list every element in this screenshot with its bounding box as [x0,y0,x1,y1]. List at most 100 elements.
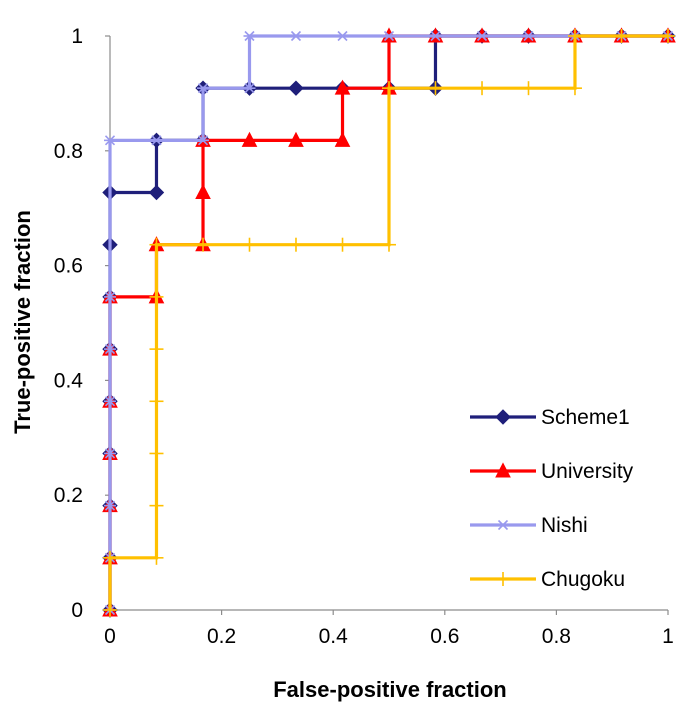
triangle-marker [288,131,304,147]
diamond-marker [495,409,511,425]
series-line-nishi [108,34,668,610]
star-marker-stroke [430,30,441,42]
data-point [149,498,164,513]
data-point [476,30,489,42]
star-marker-stroke [337,30,348,42]
data-point [104,448,116,459]
data-point [383,30,395,42]
series-chugoku [103,29,675,617]
data-point [288,131,304,147]
data-point [243,83,256,94]
triangle-marker [495,462,511,478]
data-point [241,131,258,147]
y-axis-title: True-positive fraction [10,210,35,434]
data-point [197,135,210,146]
diamond-marker [148,184,165,201]
data-point [475,81,490,96]
data-point [103,603,117,617]
y-tick-label: 0.8 [54,140,83,163]
y-tick-label: 0.4 [54,369,84,392]
star-marker-stroke [197,135,209,146]
x-tick-label: 0 [104,625,116,648]
legend-item-university: University [470,460,634,483]
data-point [104,135,116,146]
triangle-marker [334,131,351,147]
data-point [149,550,164,565]
star-marker-stroke [104,344,116,355]
axes: 0 0.2 0.4 0.6 0.8 1 0 0.2 0.4 0.6 0.8 1 [54,25,674,648]
series-line-chugoku [108,34,668,610]
data-point [149,342,164,357]
legend-item-chugoku: Chugoku [470,568,625,591]
y-tick-label: 0 [71,599,83,622]
x-tick-label: 0.8 [542,625,571,648]
star-marker-stroke [151,135,162,146]
data-point [242,237,257,252]
data-point [429,30,442,42]
x-tick-label: 1 [662,625,674,648]
x-tick-label: 0.2 [207,625,236,648]
legend-item-scheme1: Scheme1 [470,406,630,429]
series-layer [102,27,676,618]
star-marker-stroke [104,396,116,407]
data-point [567,29,582,43]
data-point [104,396,116,407]
y-tick-label: 0.6 [54,255,83,278]
x-axis-title: False-positive fraction [273,677,507,702]
data-point [521,81,536,96]
data-point [382,81,396,96]
data-point [195,183,211,200]
data-point [104,344,116,355]
star-marker-stroke [476,30,488,42]
star-marker-stroke [523,30,534,42]
data-point [243,30,256,42]
star-marker-stroke [244,83,255,94]
star-marker-stroke [290,30,302,42]
series-nishi [104,30,674,616]
data-point [334,79,351,95]
data-point [149,394,164,409]
data-point [149,446,164,461]
data-point [148,184,165,201]
data-point [149,289,164,304]
data-point [428,81,443,96]
star-marker-stroke [197,83,209,94]
y-tick-label: 0.2 [54,484,83,507]
triangle-marker [195,183,211,200]
x-tick-label: 0.4 [319,625,349,648]
triangle-marker [241,131,258,147]
star-marker-stroke [104,135,116,146]
data-point [149,237,164,252]
star-marker-stroke [104,291,116,302]
star-marker-stroke [104,448,116,459]
data-point [103,550,117,565]
legend-label: Nishi [541,514,588,537]
data-point [196,237,211,252]
data-point [288,237,303,252]
data-point [497,519,509,531]
data-point [289,30,302,42]
data-point [336,30,349,42]
legend: Scheme1 University Nishi Chugoku [470,406,634,591]
data-point [197,83,210,94]
data-point [496,572,510,586]
legend-label: Chugoku [541,568,625,591]
triangle-marker [334,79,351,95]
data-point [104,500,116,511]
star-marker-stroke [244,30,255,42]
star-marker-stroke [104,500,116,511]
data-point [495,462,511,478]
data-point [288,80,304,96]
data-point [150,135,163,146]
data-point [382,237,396,252]
star-marker-stroke [383,30,395,42]
diamond-marker [288,80,304,96]
data-point [334,131,351,147]
data-point [335,237,350,252]
x-tick-label: 0.6 [430,625,459,648]
legend-item-nishi: Nishi [470,514,588,537]
data-point [495,409,511,425]
y-tick-label: 1 [71,25,83,48]
data-point [661,29,675,43]
